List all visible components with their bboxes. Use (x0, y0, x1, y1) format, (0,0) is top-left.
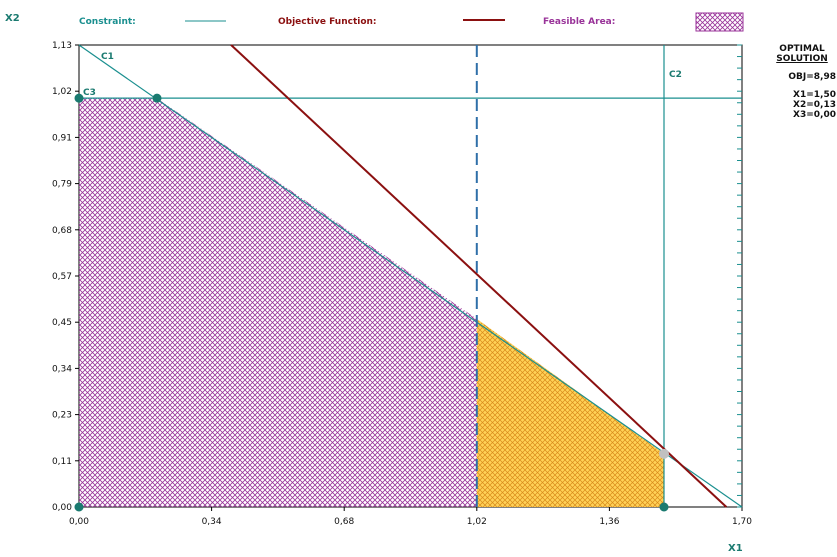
y-tick-label: 0,11 (52, 457, 72, 467)
solution-title-line1: OPTIMAL (779, 44, 825, 54)
vertex-point (74, 93, 84, 103)
y-tick-label: 0,00 (52, 503, 72, 513)
legend-feasible-label: Feasible Area: (543, 17, 615, 27)
optimal-solution-panel: OPTIMAL SOLUTION OBJ=8,98 X1=1,50 X2=0,1… (768, 44, 836, 120)
y-axis-title: X2 (5, 13, 20, 24)
x-axis-title: X1 (728, 543, 743, 554)
solution-title-line2: SOLUTION (776, 54, 828, 64)
objective-function-line (230, 44, 728, 508)
x-tick-label: 1,36 (599, 517, 619, 527)
y-tick-label: 0,34 (52, 364, 72, 374)
y-tick-label: 1,02 (52, 87, 72, 97)
constraint-c1-line (78, 44, 743, 508)
solution-x1-value: X1=1,50 (793, 90, 836, 100)
vertex-points (74, 93, 669, 512)
feasible-area (79, 98, 477, 507)
y-axis: 0,00 0,11 0,23 0,34 0,45 0,57 0,68 0,79 0,91 1,02… (52, 41, 742, 513)
solution-x2-value: X2=0,13 (793, 100, 836, 110)
y-tick-label: 0,91 (52, 133, 72, 143)
y-tick-label: 0,68 (52, 226, 72, 236)
y-tick-label: 0,79 (52, 180, 72, 190)
vertex-point (74, 502, 84, 512)
legend-constraint-label: Constraint: (79, 17, 136, 27)
x-tick-label: 0,68 (334, 517, 354, 527)
vertex-point (152, 93, 162, 103)
y-tick-label: 0,45 (52, 318, 72, 328)
optimal-point (659, 448, 669, 459)
y-tick-label: 1,13 (52, 41, 72, 51)
solution-objective-value: OBJ=8,98 (788, 72, 836, 82)
x-tick-label: 1,70 (732, 517, 752, 527)
x-tick-label: 1,02 (467, 517, 487, 527)
x-tick-label: 0,00 (69, 517, 89, 527)
constraint-c2-label: C2 (669, 70, 682, 80)
legend-feasible-swatch (695, 12, 744, 32)
solution-x3-value: X3=0,00 (793, 110, 836, 120)
constraint-c3-label: C3 (83, 88, 96, 98)
vertex-point (659, 502, 669, 512)
x-tick-label: 0,34 (202, 517, 222, 527)
y-tick-label: 0,57 (52, 272, 72, 282)
x-axis: 0,00 0,34 0,68 1,02 1,36 1,70 (69, 507, 752, 527)
legend-objective-label: Objective Function: (278, 17, 377, 27)
y-tick-label: 0,23 (52, 411, 72, 421)
constraint-c1-label: C1 (101, 52, 114, 62)
optimal-region (476, 318, 664, 507)
